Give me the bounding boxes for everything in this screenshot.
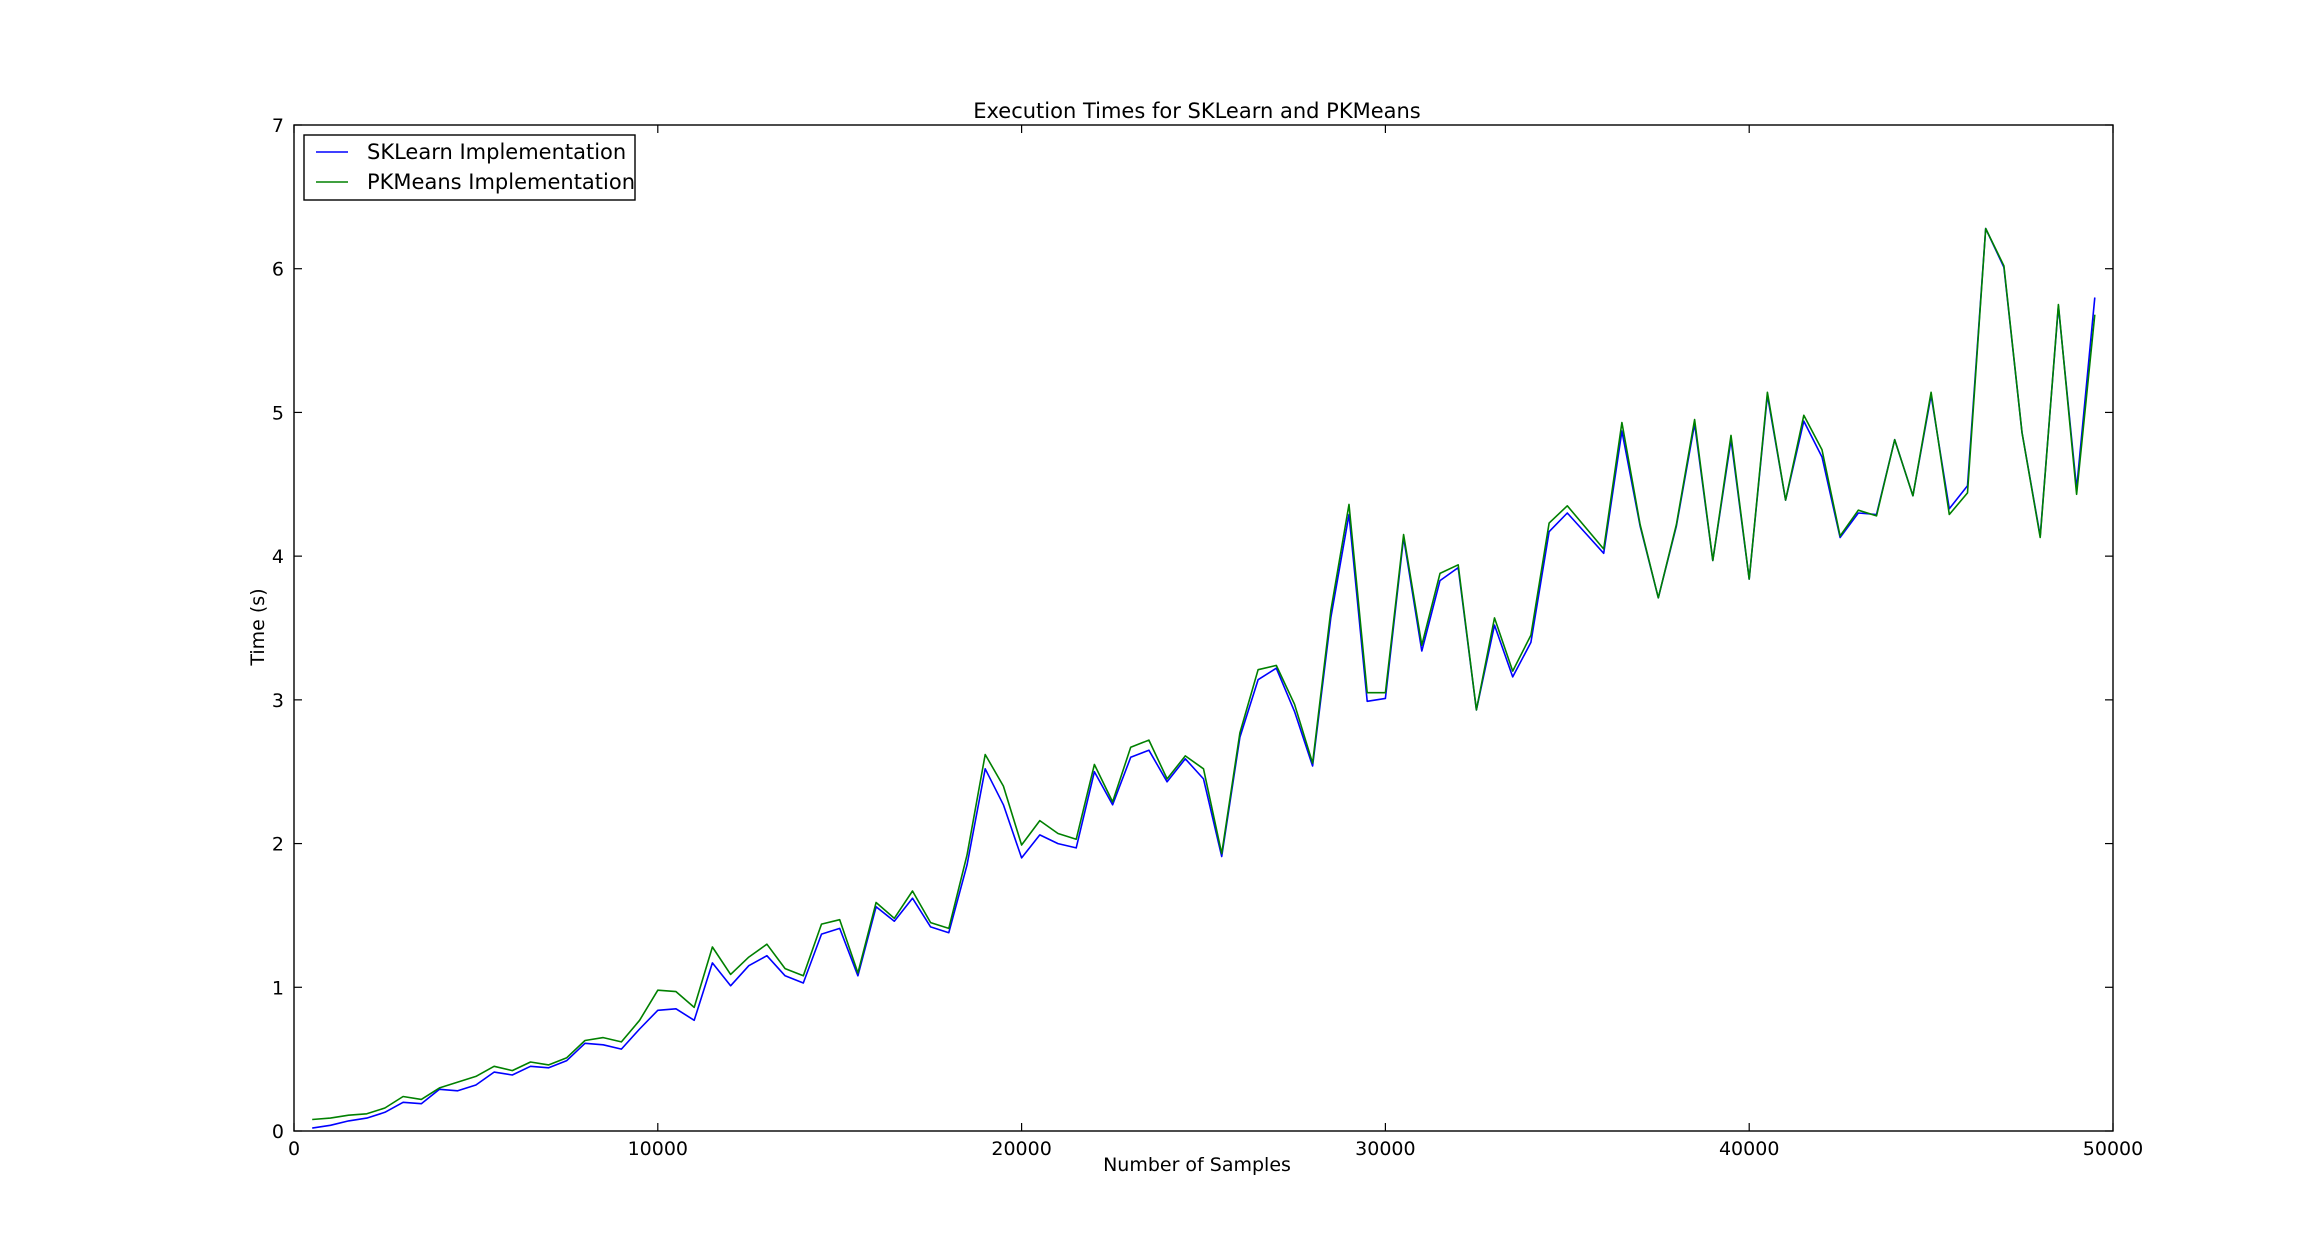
- x-tick-label: 20000: [991, 1138, 1051, 1160]
- x-tick-label: 30000: [1355, 1138, 1415, 1160]
- x-tick-label: 40000: [1719, 1138, 1779, 1160]
- y-tick-label: 6: [272, 259, 284, 281]
- plot-area: 0 10000 20000 30000 40000 50000 0 1 2 3 4 5 6 7 SKLear…: [272, 115, 2143, 1160]
- x-tick-label: 0: [288, 1138, 300, 1160]
- y-tick-label: 2: [272, 834, 284, 856]
- legend-label: PKMeans Implementation: [367, 170, 635, 194]
- y-tick-label: 0: [272, 1121, 284, 1143]
- chart-title: Execution Times for SKLearn and PKMeans: [973, 99, 1421, 123]
- x-tick-label: 10000: [628, 1138, 688, 1160]
- plot-frame: [293, 124, 2114, 1132]
- y-tick-label: 5: [272, 402, 284, 424]
- y-tick-label: 3: [272, 690, 284, 712]
- y-tick-label: 7: [272, 115, 284, 137]
- series-line-pkmeans: [312, 227, 2096, 1121]
- x-axis-label: Number of Samples: [1103, 1154, 1291, 1176]
- x-tick-label: 50000: [2083, 1138, 2143, 1160]
- y-axis-label: Time (s): [247, 588, 269, 666]
- y-tick-label: 1: [272, 977, 284, 999]
- legend-label: SKLearn Implementation: [367, 140, 626, 164]
- legend: SKLearn Implementation PKMeans Implementa…: [303, 134, 636, 201]
- y-tick-label: 4: [272, 546, 284, 568]
- legend-box: [303, 134, 636, 201]
- series-line-sklearn: [312, 227, 2096, 1129]
